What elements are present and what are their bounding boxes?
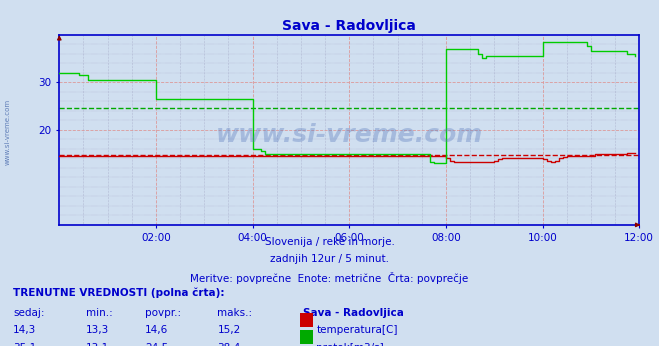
Text: 24,5: 24,5	[145, 343, 168, 346]
Text: Meritve: povprečne  Enote: metrične  Črta: povprečje: Meritve: povprečne Enote: metrične Črta:…	[190, 272, 469, 284]
Text: temperatura[C]: temperatura[C]	[316, 325, 398, 335]
Text: 38,4: 38,4	[217, 343, 241, 346]
Text: sedaj:: sedaj:	[13, 308, 45, 318]
Text: 14,6: 14,6	[145, 325, 168, 335]
Text: maks.:: maks.:	[217, 308, 252, 318]
Text: pretok[m3/s]: pretok[m3/s]	[316, 343, 384, 346]
Text: TRENUTNE VREDNOSTI (polna črta):: TRENUTNE VREDNOSTI (polna črta):	[13, 287, 225, 298]
Text: povpr.:: povpr.:	[145, 308, 181, 318]
Text: 13,3: 13,3	[86, 325, 109, 335]
Text: 14,3: 14,3	[13, 325, 36, 335]
Text: 13,1: 13,1	[86, 343, 109, 346]
Text: 15,2: 15,2	[217, 325, 241, 335]
Text: 35,1: 35,1	[13, 343, 36, 346]
Text: zadnjih 12ur / 5 minut.: zadnjih 12ur / 5 minut.	[270, 254, 389, 264]
Title: Sava - Radovljica: Sava - Radovljica	[282, 19, 416, 34]
Text: www.si-vreme.com: www.si-vreme.com	[215, 122, 483, 146]
Text: Slovenija / reke in morje.: Slovenija / reke in morje.	[264, 237, 395, 247]
Text: min.:: min.:	[86, 308, 113, 318]
Text: www.si-vreme.com: www.si-vreme.com	[5, 98, 11, 165]
Text: Sava - Radovljica: Sava - Radovljica	[303, 308, 404, 318]
